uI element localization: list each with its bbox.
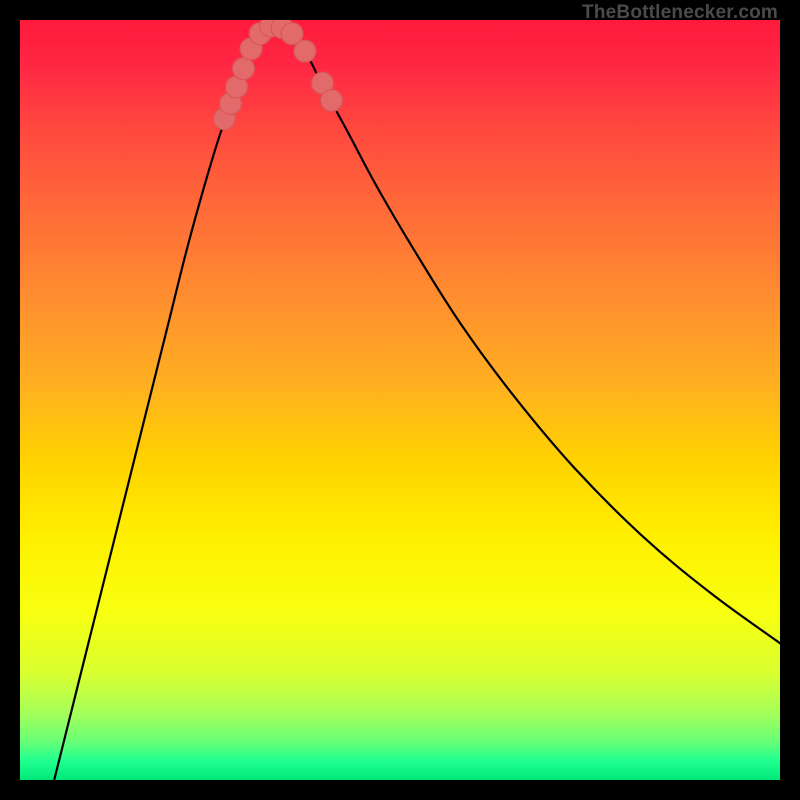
data-marker bbox=[232, 58, 254, 80]
watermark-text: TheBottlenecker.com bbox=[582, 2, 778, 24]
data-marker bbox=[321, 90, 343, 112]
chart-area bbox=[20, 20, 780, 780]
chart-svg bbox=[20, 20, 780, 780]
data-marker bbox=[294, 40, 316, 62]
gradient-background bbox=[20, 20, 780, 780]
